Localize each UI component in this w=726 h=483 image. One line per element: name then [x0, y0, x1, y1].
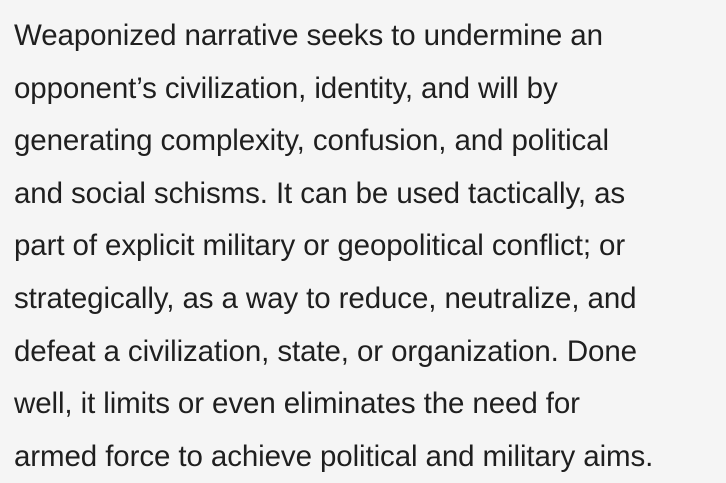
text-line-9: armed force to achieve political and mil…: [14, 439, 654, 473]
text-line-4: and social schisms. It can be used tacti…: [14, 176, 626, 210]
text-line-1: Weaponized narrative seeks to undermine …: [14, 19, 603, 52]
text-line-8: well, it limits or even eliminates the n…: [14, 387, 580, 421]
text-line-2: opponent’s civilization, identity, and w…: [14, 71, 558, 105]
document-page: Weaponized narrative seeks to undermine …: [14, 19, 654, 473]
text-line-3: generating complexity, confusion, and po…: [14, 124, 609, 158]
paragraph: Weaponized narrative seeks to undermine …: [14, 10, 716, 483]
text-line-5: part of explicit military or geopolitica…: [14, 229, 626, 263]
text-line-6: strategically, as a way to reduce, neutr…: [14, 281, 637, 315]
text-line-7: defeat a civilization, state, or organiz…: [14, 334, 637, 368]
